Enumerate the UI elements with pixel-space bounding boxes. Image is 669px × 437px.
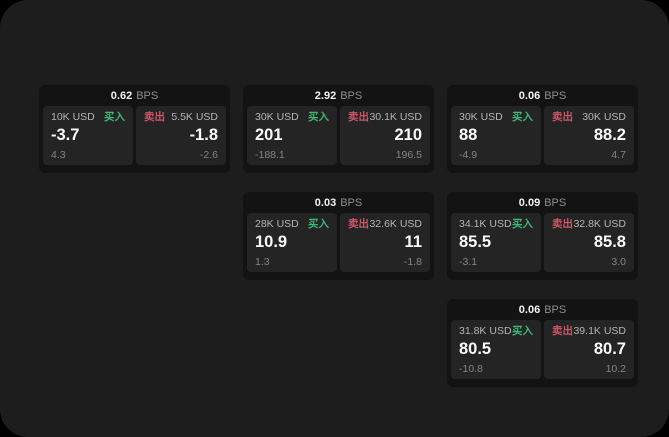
sell-amount: 32.6K USD: [369, 218, 422, 230]
buy-change: -3.1: [459, 256, 478, 268]
sell-panel[interactable]: 卖出 5.5K USD -1.8 -2.6: [136, 106, 226, 165]
sell-panel[interactable]: 卖出 30.1K USD 210 196.5: [340, 106, 430, 165]
buy-change: -10.8: [459, 363, 483, 375]
bps-value: 0.06: [518, 303, 541, 316]
sell-change: 196.5: [395, 149, 422, 161]
bps-value: 0.09: [518, 196, 541, 209]
buy-change: -188.1: [255, 149, 285, 161]
buy-change: 1.3: [255, 256, 270, 268]
buy-price: 201: [255, 126, 283, 144]
sell-change: 10.2: [605, 363, 626, 375]
buy-tag: 买入: [308, 218, 329, 230]
sell-price: 11: [404, 233, 422, 251]
sell-panel[interactable]: 卖出 32.8K USD 85.8 3.0: [544, 213, 634, 272]
bps-unit-label: BPS: [136, 89, 159, 102]
buy-amount: 34.1K USD: [459, 218, 512, 230]
sell-price: 210: [394, 126, 422, 144]
sell-tag: 卖出: [348, 111, 369, 123]
quote-card-1: 0.62 BPS 10K USD 买入 -3.7 4.3 卖出 5.5K USD…: [39, 85, 230, 173]
card-header: 2.92 BPS: [243, 85, 434, 106]
price-panels: 28K USD 买入 10.9 1.3 卖出 32.6K USD 11 -1.8: [247, 213, 430, 272]
sell-amount: 32.8K USD: [573, 218, 626, 230]
card-header: 0.09 BPS: [447, 192, 638, 213]
buy-tag: 买入: [512, 325, 533, 337]
sell-price: 80.7: [593, 340, 626, 358]
price-panels: 34.1K USD 买入 85.5 -3.1 卖出 32.8K USD 85.8…: [451, 213, 634, 272]
sell-price: 88.2: [593, 126, 626, 144]
card-header: 0.03 BPS: [243, 192, 434, 213]
buy-price: -3.7: [51, 126, 80, 144]
price-panels: 30K USD 买入 88 -4.9 卖出 30K USD 88.2 4.7: [451, 106, 634, 165]
bps-unit-label: BPS: [340, 89, 363, 102]
buy-tag: 买入: [512, 111, 533, 123]
buy-amount: 30K USD: [255, 111, 299, 123]
buy-amount: 31.8K USD: [459, 325, 512, 337]
sell-tag: 卖出: [144, 111, 165, 123]
sell-change: -1.8: [403, 256, 422, 268]
bps-unit-label: BPS: [544, 89, 567, 102]
buy-panel[interactable]: 30K USD 买入 88 -4.9: [451, 106, 541, 165]
sell-tag: 卖出: [552, 218, 573, 230]
quote-card-3: 0.06 BPS 30K USD 买入 88 -4.9 卖出 30K USD 8…: [447, 85, 638, 173]
buy-amount: 30K USD: [459, 111, 503, 123]
bps-value: 0.03: [314, 196, 337, 209]
sell-price: 85.8: [593, 233, 626, 251]
price-panels: 10K USD 买入 -3.7 4.3 卖出 5.5K USD -1.8 -2.…: [43, 106, 226, 165]
sell-tag: 卖出: [348, 218, 369, 230]
buy-panel[interactable]: 30K USD 买入 201 -188.1: [247, 106, 337, 165]
buy-tag: 买入: [512, 218, 533, 230]
sell-change: 3.0: [611, 256, 626, 268]
sell-tag: 卖出: [552, 111, 573, 123]
buy-price: 88: [459, 126, 478, 144]
sell-panel[interactable]: 卖出 39.1K USD 80.7 10.2: [544, 320, 634, 379]
bps-value: 0.06: [518, 89, 541, 102]
price-panels: 31.8K USD 买入 80.5 -10.8 卖出 39.1K USD 80.…: [451, 320, 634, 379]
buy-panel[interactable]: 10K USD 买入 -3.7 4.3: [43, 106, 133, 165]
sell-change: -2.6: [199, 149, 218, 161]
buy-price: 80.5: [459, 340, 492, 358]
buy-price: 85.5: [459, 233, 492, 251]
sell-amount: 39.1K USD: [573, 325, 626, 337]
bps-value: 2.92: [314, 89, 337, 102]
sell-amount: 5.5K USD: [171, 111, 218, 123]
sell-price: -1.8: [189, 126, 218, 144]
sell-panel[interactable]: 卖出 32.6K USD 11 -1.8: [340, 213, 430, 272]
quote-card-4: 0.03 BPS 28K USD 买入 10.9 1.3 卖出 32.6K US…: [243, 192, 434, 280]
sell-amount: 30K USD: [582, 111, 626, 123]
sell-change: 4.7: [611, 149, 626, 161]
buy-panel[interactable]: 31.8K USD 买入 80.5 -10.8: [451, 320, 541, 379]
price-panels: 30K USD 买入 201 -188.1 卖出 30.1K USD 210 1…: [247, 106, 430, 165]
buy-price: 10.9: [255, 233, 288, 251]
sell-amount: 30.1K USD: [369, 111, 422, 123]
card-header: 0.62 BPS: [39, 85, 230, 106]
buy-change: 4.3: [51, 149, 66, 161]
card-header: 0.06 BPS: [447, 85, 638, 106]
buy-panel[interactable]: 28K USD 买入 10.9 1.3: [247, 213, 337, 272]
sell-panel[interactable]: 卖出 30K USD 88.2 4.7: [544, 106, 634, 165]
bps-unit-label: BPS: [544, 303, 567, 316]
bps-unit-label: BPS: [340, 196, 363, 209]
bps-unit-label: BPS: [544, 196, 567, 209]
buy-amount: 10K USD: [51, 111, 95, 123]
buy-amount: 28K USD: [255, 218, 299, 230]
quote-card-2: 2.92 BPS 30K USD 买入 201 -188.1 卖出 30.1K …: [243, 85, 434, 173]
quote-card-6: 0.06 BPS 31.8K USD 买入 80.5 -10.8 卖出 39.1…: [447, 299, 638, 387]
buy-tag: 买入: [104, 111, 125, 123]
bps-value: 0.62: [110, 89, 133, 102]
quote-card-5: 0.09 BPS 34.1K USD 买入 85.5 -3.1 卖出 32.8K…: [447, 192, 638, 280]
buy-change: -4.9: [459, 149, 478, 161]
sell-tag: 卖出: [552, 325, 573, 337]
buy-panel[interactable]: 34.1K USD 买入 85.5 -3.1: [451, 213, 541, 272]
card-header: 0.06 BPS: [447, 299, 638, 320]
buy-tag: 买入: [308, 111, 329, 123]
